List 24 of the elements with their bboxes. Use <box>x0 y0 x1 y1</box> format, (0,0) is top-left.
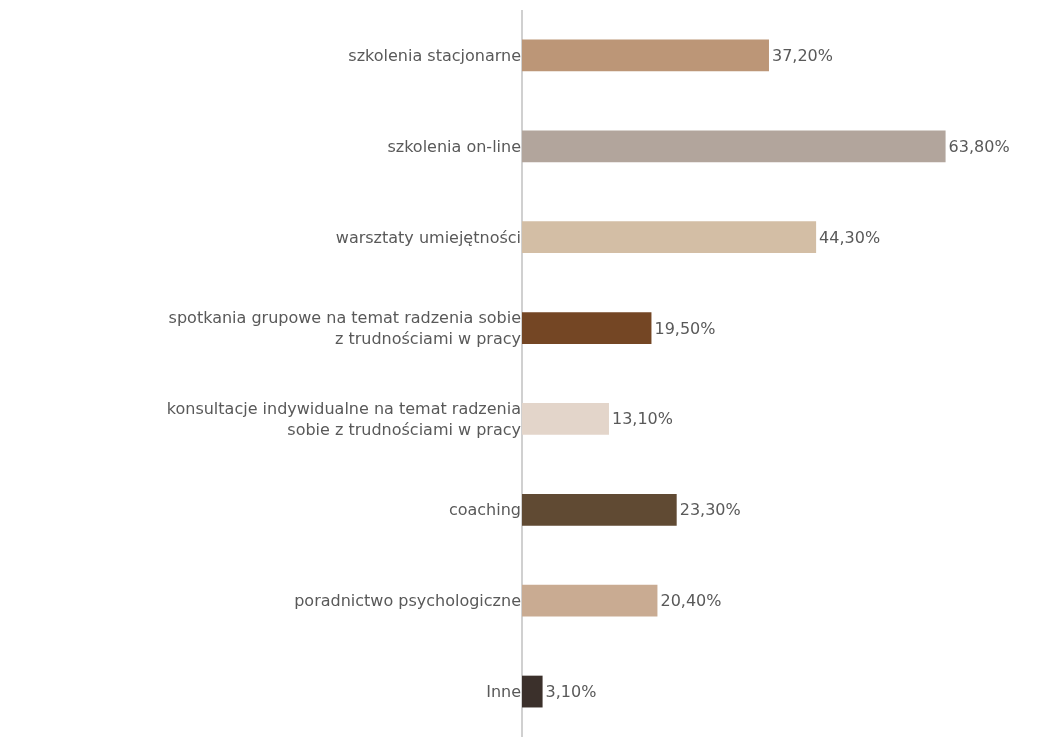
bar <box>522 584 658 617</box>
data-label: 23,30% <box>679 500 741 520</box>
bar <box>522 403 609 435</box>
bar <box>522 39 769 72</box>
y-tick-label: szkolenia stacjonarne <box>348 46 521 66</box>
y-tick-label: szkolenia on-line <box>387 136 521 156</box>
data-label: 37,20% <box>771 45 833 65</box>
y-tick-label: spotkania grupowe na temat radzenia sobie z trudnościami w pracy <box>168 308 521 349</box>
data-label: 13,10% <box>611 409 673 429</box>
y-tick-label: konsultacje indywidualne na temat radzenia sobie z trudnościami w pracy <box>166 399 521 439</box>
data-label: 19,50% <box>654 318 716 338</box>
bar <box>522 312 652 344</box>
data-label: 3,10% <box>545 682 597 702</box>
bar <box>522 130 946 163</box>
bar <box>522 675 543 708</box>
y-tick-label: Inne <box>486 682 521 702</box>
y-tick-label: poradnictwo psychologiczne <box>294 591 521 611</box>
bar <box>522 221 817 254</box>
data-label: 63,80% <box>948 136 1010 156</box>
data-label: 20,40% <box>660 591 722 611</box>
data-label: 44,30% <box>819 227 881 247</box>
y-tick-label: warsztaty umiejętności <box>335 227 521 247</box>
y-tick-label: coaching <box>448 500 521 520</box>
bar <box>522 493 677 526</box>
